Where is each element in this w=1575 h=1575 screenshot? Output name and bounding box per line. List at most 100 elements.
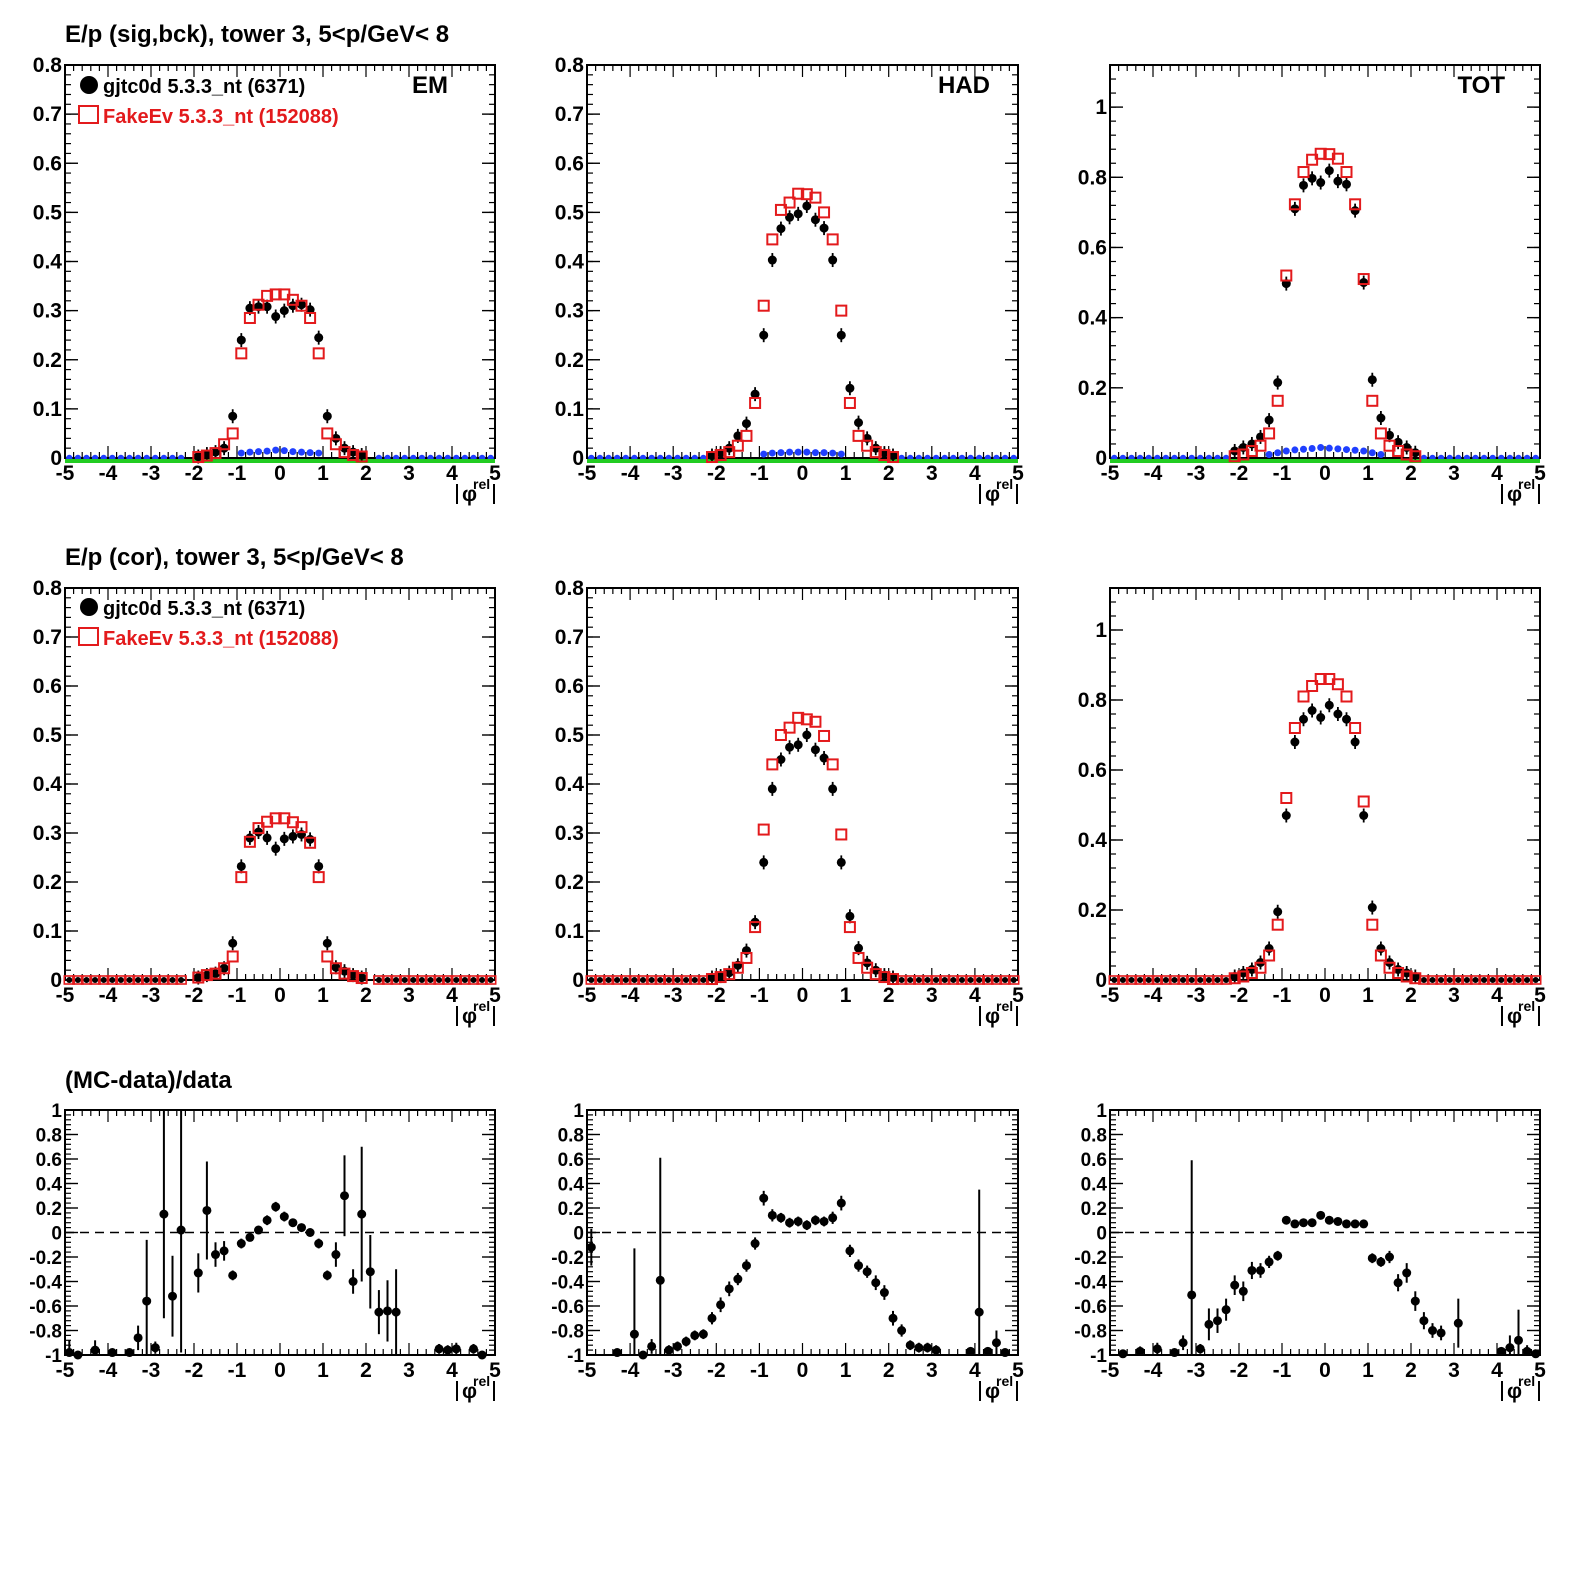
x-tick-label: -1 <box>1273 1359 1292 1382</box>
data-point <box>1367 1253 1377 1263</box>
x-tick-label: -2 <box>1230 984 1249 1007</box>
data-point <box>228 1270 238 1280</box>
y-tick-label: 0.1 <box>33 920 63 943</box>
x-tick-label: 0 <box>1319 1359 1331 1382</box>
mc-baseline-point <box>938 975 951 985</box>
data-point <box>1376 1257 1386 1267</box>
mc-point <box>312 347 325 360</box>
data-point <box>793 1216 803 1226</box>
mc-point <box>1314 147 1327 160</box>
mc-point <box>1366 918 1379 931</box>
data-baseline-point <box>1489 977 1496 983</box>
axis-label-rel: rel <box>1518 998 1535 1014</box>
mc-baseline-point <box>80 975 93 985</box>
y-tick-label: 0 <box>572 969 584 992</box>
data-baseline-point <box>143 977 150 983</box>
row-title-sigbck: E/p (sig,bck), tower 3, 5<p/GeV< 8 <box>65 21 449 48</box>
data-point <box>133 1333 143 1343</box>
data-point <box>854 943 864 953</box>
data-point <box>1324 700 1334 710</box>
data-baseline-point <box>958 977 965 983</box>
data-baseline-point <box>487 977 494 983</box>
data-point <box>776 224 786 234</box>
data-point <box>966 1346 976 1356</box>
x-tick-label: 0 <box>797 1359 809 1382</box>
data-point <box>1316 713 1326 722</box>
x-tick-label: 1 <box>317 984 329 1007</box>
x-tick-label: -5 <box>578 984 597 1007</box>
bck-point <box>1300 445 1307 453</box>
data-point <box>1187 1290 1197 1300</box>
bck-point <box>1360 447 1368 455</box>
x-tick-label: -1 <box>228 984 247 1007</box>
axis-label-phi: φ <box>462 1005 477 1028</box>
data-point <box>1350 1219 1360 1229</box>
x-tick-label: 3 <box>403 984 415 1007</box>
x-tick-label: -4 <box>99 984 118 1007</box>
y-tick-label: -0.2 <box>1074 1248 1107 1269</box>
data-point <box>828 784 838 794</box>
x-tick-label: 2 <box>883 984 895 1007</box>
data-baseline-point <box>470 977 477 983</box>
data-baseline-point <box>375 977 382 983</box>
data-point <box>1342 1219 1351 1229</box>
data-point <box>1359 811 1369 820</box>
mc-baseline-point <box>1418 975 1430 985</box>
x-tick-label: 1 <box>840 1359 852 1382</box>
data-point <box>828 1213 838 1223</box>
data-baseline-point <box>1128 977 1135 983</box>
data-point <box>1393 437 1403 447</box>
x-tick-label: -2 <box>185 462 204 485</box>
mc-point <box>261 289 274 302</box>
mc-baseline-point <box>1194 975 1207 985</box>
data-point <box>314 333 324 343</box>
bck-point <box>1274 449 1282 457</box>
data-baseline-point <box>1119 977 1126 983</box>
x-tick-label: -2 <box>185 984 204 1007</box>
data-point <box>776 1213 786 1223</box>
y-tick-label: 1 <box>1096 1101 1107 1122</box>
mc-baseline-point <box>654 975 667 985</box>
mc-point <box>1254 961 1267 974</box>
x-tick-label: 1 <box>1362 984 1374 1007</box>
x-tick-label: -4 <box>1144 1359 1163 1382</box>
mc-baseline-point <box>158 975 170 985</box>
data-baseline-point <box>1188 977 1195 983</box>
data-point <box>767 1210 777 1220</box>
data-baseline-point <box>1532 977 1539 983</box>
data-point <box>724 968 734 978</box>
mc-point <box>852 429 865 442</box>
data-point <box>202 1205 212 1215</box>
data-point <box>888 451 898 461</box>
y-tick-label: 1 <box>1095 96 1107 119</box>
data-baseline-point <box>427 977 434 983</box>
panel-em-sigbck: 0 0.1 0.2 0.3 0.4 0.5 0.6 0.7 0.8 -5 -4 -3 -2 -1 0 1 2 3 4… <box>33 54 501 506</box>
data-point <box>707 973 717 983</box>
data-point <box>159 1209 169 1219</box>
x-tick-label: 5 <box>1012 1359 1024 1382</box>
data-point <box>1402 1268 1412 1278</box>
data-point <box>1367 903 1377 913</box>
data-baseline-point <box>691 977 698 983</box>
data-point <box>828 255 838 265</box>
data-point <box>1299 180 1308 190</box>
data-point <box>331 1250 341 1260</box>
mc-point <box>887 451 900 464</box>
x-tick-label: 2 <box>360 984 372 1007</box>
y-tick-label: 0.8 <box>33 577 63 600</box>
mc-point <box>1400 448 1413 461</box>
y-tick-label: 0.2 <box>555 349 584 372</box>
data-baseline-point <box>444 977 451 983</box>
data-baseline-point <box>1145 977 1152 983</box>
data-point <box>1333 176 1343 186</box>
data-baseline-point <box>915 977 922 983</box>
data-baseline-point <box>1446 977 1453 983</box>
data-point <box>655 1275 665 1285</box>
data-baseline-point <box>126 977 133 983</box>
data-baseline-point <box>648 977 655 983</box>
x-tick-label: 1 <box>1362 462 1374 485</box>
x-tick-label: 5 <box>489 1359 501 1382</box>
bck-point <box>1265 450 1273 458</box>
